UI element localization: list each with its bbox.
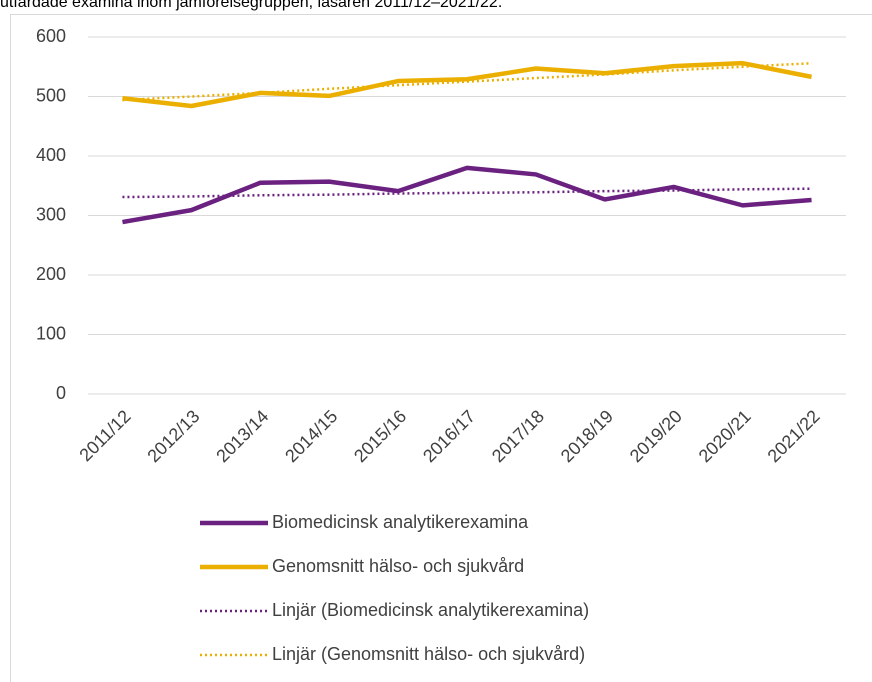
x-tick-label: 2019/20: [626, 406, 686, 466]
series-line: [122, 165, 812, 225]
x-tick-label: 2020/21: [695, 406, 755, 466]
x-tick-label: 2015/16: [350, 406, 410, 466]
y-tick-label: 0: [56, 383, 66, 403]
x-tick-label: 2011/12: [75, 406, 134, 465]
y-tick-label: 300: [36, 204, 66, 224]
y-tick-label: 400: [36, 145, 66, 165]
series-line: [122, 61, 812, 102]
legend-label: Linjär (Biomedicinsk analytikerexamina): [272, 600, 589, 620]
y-tick-label: 100: [36, 323, 66, 343]
legend-label: Genomsnitt hälso- och sjukvård: [272, 556, 524, 576]
y-tick-label: 500: [36, 85, 66, 105]
y-tick-label: 200: [36, 264, 66, 284]
chart-title: utfärdade examina inom jämförelsegruppen…: [0, 0, 502, 11]
x-tick-label: 2018/19: [557, 406, 617, 466]
x-tick-label: 2017/18: [488, 406, 548, 466]
legend-label: Linjär (Genomsnitt hälso- och sjukvård): [272, 644, 585, 664]
legend-label: Biomedicinsk analytikerexamina: [272, 512, 529, 532]
x-tick-label: 2012/13: [143, 406, 203, 466]
chart-frame: [10, 14, 872, 682]
x-tick-label: 2021/22: [764, 406, 824, 466]
x-tick-label: 2013/14: [212, 406, 272, 466]
x-tick-label: 2016/17: [419, 406, 479, 466]
x-tick-label: 2014/15: [281, 406, 341, 466]
series-line: [122, 60, 812, 109]
y-tick-label: 600: [36, 26, 66, 46]
